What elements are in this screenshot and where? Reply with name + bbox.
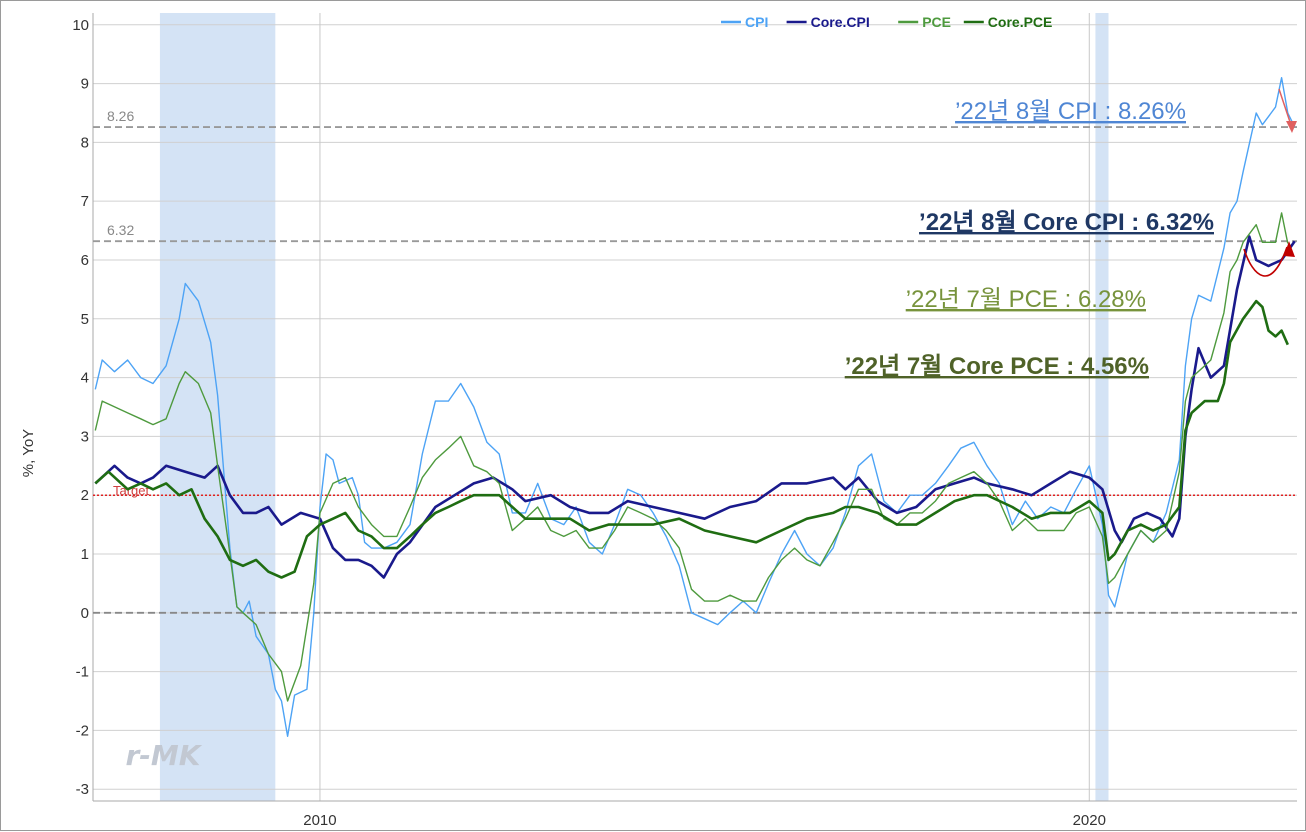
y-tick-label: 1 xyxy=(81,546,89,563)
series-line-pce xyxy=(94,212,1289,702)
y-tick-label: 4 xyxy=(81,370,89,387)
x-tick-label: 2020 xyxy=(1073,812,1106,829)
arrowhead-icon xyxy=(1284,241,1295,257)
y-axis-ticks: -3 -2 -1 0 1 2 3 4 5 6 7 8 9 10 xyxy=(72,17,89,798)
reference-line-label: 8.26 xyxy=(107,108,134,124)
annotation-label: ’22년 7월 PCE : 6.28% xyxy=(906,286,1146,313)
annotation-arrow-core-cpi xyxy=(1243,246,1288,277)
x-axis-ticks: 2010 2020 xyxy=(303,812,1106,829)
reference-line-label: 6.32 xyxy=(107,222,134,238)
y-tick-label: -3 xyxy=(76,781,89,798)
annotations: ’22년 8월 CPI : 8.26% ’22년 8월 Core CPI : 6.… xyxy=(845,98,1214,380)
data-series xyxy=(94,77,1296,737)
y-tick-label: 10 xyxy=(72,17,89,34)
y-tick-label: 7 xyxy=(81,193,89,210)
y-tick-label: -2 xyxy=(76,722,89,739)
watermark: r-MK xyxy=(126,739,203,772)
annotation-arrows xyxy=(1243,88,1297,277)
y-axis-label: %, YoY xyxy=(20,429,37,477)
recession-band xyxy=(159,13,276,801)
series-line-core-pce xyxy=(94,299,1289,579)
legend-entry: Core.CPI xyxy=(811,14,870,30)
annotation-label: ’22년 7월 Core PCE : 4.56% xyxy=(845,353,1149,380)
series-line-cpi xyxy=(94,77,1296,737)
arrowhead-icon xyxy=(1286,121,1297,133)
reference-line-label: Target xyxy=(113,483,150,498)
x-tick-label: 2010 xyxy=(303,812,336,829)
y-tick-label: 6 xyxy=(81,252,89,269)
y-tick-label: 3 xyxy=(81,428,89,445)
legend-entry: CPI xyxy=(745,14,768,30)
y-tick-label: 2 xyxy=(81,487,89,504)
recession-band xyxy=(1095,13,1109,801)
y-tick-label: 0 xyxy=(81,605,89,622)
annotation-label: ’22년 8월 Core CPI : 6.32% xyxy=(919,209,1214,236)
reference-lines: 8.26 6.32 Target xyxy=(93,108,1297,614)
series-line-core-cpi xyxy=(94,235,1296,579)
y-tick-label: -1 xyxy=(76,664,89,681)
recession-bands xyxy=(159,13,1109,801)
annotation-label: ’22년 8월 CPI : 8.26% xyxy=(955,98,1186,125)
legend: CPI Core.CPI PCE Core.PCE xyxy=(721,14,1052,30)
legend-entry: Core.PCE xyxy=(988,14,1053,30)
y-tick-label: 5 xyxy=(81,311,89,328)
y-tick-label: 8 xyxy=(81,134,89,151)
y-tick-label: 9 xyxy=(81,76,89,93)
legend-entry: PCE xyxy=(922,14,951,30)
